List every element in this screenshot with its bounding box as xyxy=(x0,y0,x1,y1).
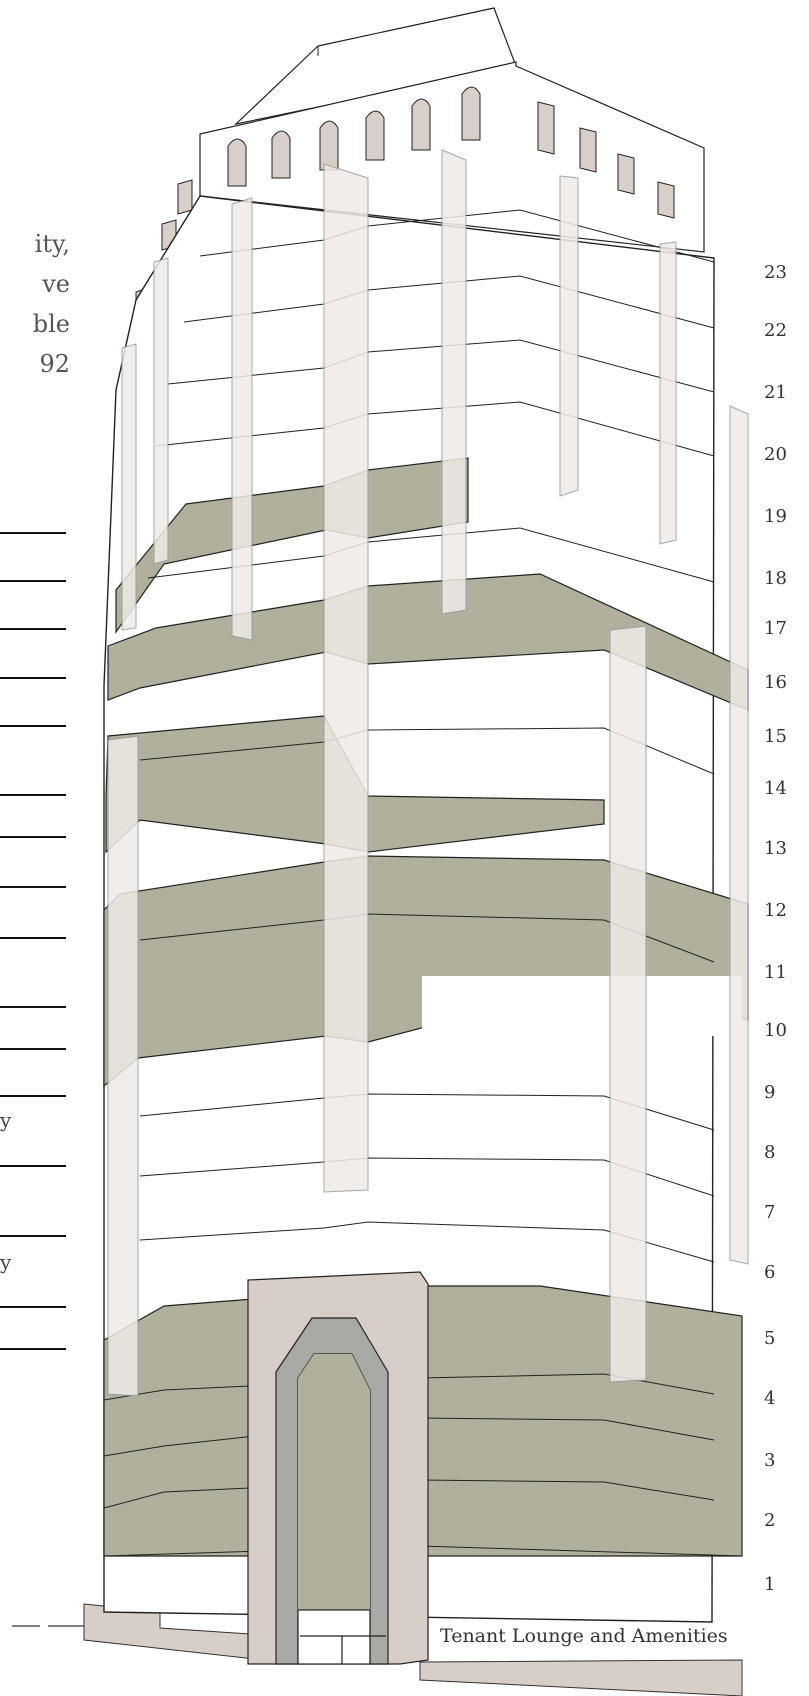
white-bays xyxy=(422,976,742,1036)
floor-label: 13 xyxy=(764,838,787,859)
floor-label: 16 xyxy=(764,672,787,693)
floor-label: 9 xyxy=(764,1082,776,1103)
floor-label: 4 xyxy=(764,1388,776,1409)
leader-line xyxy=(0,580,66,582)
floor-label: 23 xyxy=(764,262,787,283)
floor-label: 15 xyxy=(764,726,787,747)
floor-label: 1 xyxy=(764,1574,776,1595)
leader-line xyxy=(0,937,66,939)
floor-label: 20 xyxy=(764,444,787,465)
leader-line xyxy=(0,532,66,534)
leader-line xyxy=(0,794,66,796)
amenity-label: Tenant Lounge and Amenities xyxy=(440,1625,728,1647)
floor-label: 5 xyxy=(764,1328,776,1349)
intro-line: ble xyxy=(32,310,70,338)
floor-label: 21 xyxy=(764,382,787,403)
leader-line xyxy=(0,1306,66,1308)
leader-line xyxy=(0,1165,66,1167)
intro-line: ity, xyxy=(34,230,70,258)
floor-label: 10 xyxy=(764,1020,787,1041)
floor-label: 22 xyxy=(764,320,787,341)
leader-line xyxy=(0,677,66,679)
leader-line xyxy=(0,1006,66,1008)
leader-tail: y xyxy=(0,1108,12,1132)
floor-label: 3 xyxy=(764,1450,776,1471)
leader-line xyxy=(0,836,66,838)
leader-line xyxy=(0,1095,66,1097)
leader-line xyxy=(0,628,66,630)
floor-label: 19 xyxy=(764,506,787,527)
floor-label: 18 xyxy=(764,568,787,589)
floor-label: 11 xyxy=(764,962,787,983)
roof-fins xyxy=(135,86,675,325)
floor-label: 2 xyxy=(764,1510,776,1531)
leader-line xyxy=(0,886,66,888)
floor-label: 6 xyxy=(764,1262,776,1283)
floor-label: 17 xyxy=(764,618,787,639)
leader-tail: y xyxy=(0,1250,12,1274)
floor-label: 14 xyxy=(764,778,787,799)
leader-line xyxy=(0,1348,66,1350)
floor-label: 8 xyxy=(764,1142,776,1163)
intro-line: 92 xyxy=(39,350,70,378)
leader-line xyxy=(0,725,66,727)
intro-line: ve xyxy=(42,270,70,298)
leader-line xyxy=(0,1235,66,1237)
floor-label: 7 xyxy=(764,1202,776,1223)
floor-label: 12 xyxy=(764,900,787,921)
pilasters xyxy=(107,149,749,1397)
leader-line xyxy=(0,1048,66,1050)
intro-text: ity, ve ble 92 xyxy=(0,224,70,384)
entrance-arch xyxy=(247,1271,429,1665)
